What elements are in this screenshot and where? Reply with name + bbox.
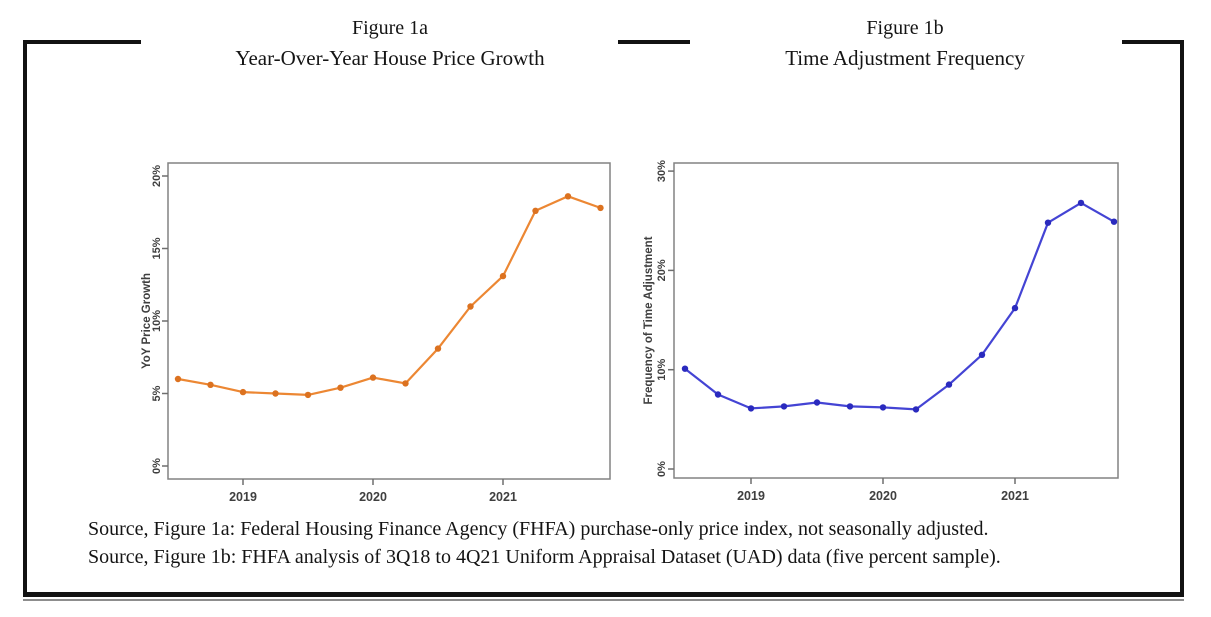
data-point xyxy=(207,381,214,388)
figure-1a-title-block: Figure 1a Year-Over-Year House Price Gro… xyxy=(160,13,620,73)
plot-box-1a xyxy=(167,162,611,480)
x-tick-label: 2021 xyxy=(1001,489,1029,503)
figure-1b-label: Figure 1b xyxy=(866,17,944,39)
source-note-figure-1b: Source, Figure 1b: FHFA analysis of 3Q18… xyxy=(88,546,1001,568)
data-point xyxy=(780,403,788,410)
figure-border-left xyxy=(23,40,27,597)
figure-border-top-middle-segment xyxy=(618,40,690,44)
data-point xyxy=(1011,304,1019,312)
y-tick-label: 0% xyxy=(656,461,668,477)
series-line-1a xyxy=(176,195,602,396)
figure-1a-label: Figure 1a xyxy=(351,17,429,39)
data-point xyxy=(879,404,887,411)
data-point xyxy=(846,403,854,410)
data-point xyxy=(912,406,920,413)
y-tick-label: 10% xyxy=(656,358,668,380)
figure-border-bottom-shadow xyxy=(23,599,1184,601)
x-tick-label: 2019 xyxy=(229,490,257,504)
data-point xyxy=(402,380,409,387)
figure-1b-title-block: Figure 1b Time Adjustment Frequency xyxy=(675,13,1135,73)
data-point xyxy=(945,381,953,388)
data-point xyxy=(304,391,312,399)
data-point xyxy=(337,384,344,391)
y-tick-label: 30% xyxy=(656,160,668,182)
y-tick-label: 15% xyxy=(151,237,163,259)
figure-border-top-left-segment xyxy=(23,40,141,44)
data-point xyxy=(1044,219,1052,226)
series-line-1b xyxy=(683,201,1116,411)
x-tick-label: 2019 xyxy=(737,489,765,503)
data-point xyxy=(239,388,247,396)
data-point xyxy=(434,345,442,352)
data-point xyxy=(1077,199,1085,207)
data-point xyxy=(813,399,821,406)
figure-border-bottom xyxy=(23,592,1184,597)
y-tick-label: 10% xyxy=(151,310,163,332)
figure-border-top-right-segment xyxy=(1122,40,1184,44)
data-point xyxy=(499,272,507,280)
x-tick-label: 2020 xyxy=(359,490,387,504)
data-point xyxy=(681,365,689,372)
y-axis-title-1b: Frequency of Time Adjustment xyxy=(643,236,655,404)
data-point xyxy=(564,193,572,200)
y-tick-label: 20% xyxy=(656,259,668,281)
data-point xyxy=(597,204,604,212)
y-axis-title-1a: YoY Price Growth xyxy=(141,273,153,369)
figure-border-right xyxy=(1180,40,1184,597)
y-tick-label: 20% xyxy=(151,165,163,187)
data-point xyxy=(174,375,182,383)
data-point xyxy=(1110,218,1118,225)
data-point xyxy=(467,303,474,310)
x-tick-label: 2020 xyxy=(869,489,897,503)
figure-1b-title: Time Adjustment Frequency xyxy=(785,46,1025,70)
chart-panel-1a: 0% 5% 10% 15% 20% 2019 2020 2021 YoY Price Growt… xyxy=(141,162,611,504)
x-tick-label: 2021 xyxy=(489,490,517,504)
data-point xyxy=(978,351,986,358)
data-point xyxy=(532,207,539,214)
data-point xyxy=(272,390,279,397)
data-point xyxy=(714,391,722,398)
plot-box-1b xyxy=(673,162,1119,479)
y-tick-label: 0% xyxy=(151,458,163,474)
figure-1a-title: Year-Over-Year House Price Growth xyxy=(235,46,545,70)
data-point xyxy=(747,405,755,412)
y-tick-label: 5% xyxy=(151,385,163,401)
chart-panel-1b: 0% 10% 20% 30% 2019 2020 2021 Frequency of Time… xyxy=(643,160,1119,503)
data-point xyxy=(369,374,377,381)
source-note-figure-1a: Source, Figure 1a: Federal Housing Finan… xyxy=(88,518,989,540)
